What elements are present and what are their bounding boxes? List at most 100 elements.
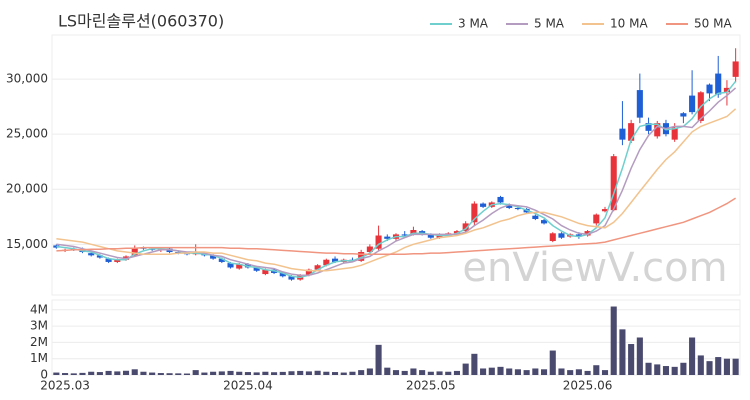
- volume-bar: [697, 355, 704, 375]
- candle-body: [549, 233, 556, 242]
- volume-bar: [192, 370, 199, 375]
- volume-bar: [244, 372, 251, 375]
- volume-bar: [471, 353, 478, 375]
- candle-body: [227, 263, 234, 268]
- y-tick-label: 20,000: [6, 182, 48, 196]
- volume-bar: [79, 372, 86, 375]
- volume-bar: [584, 370, 591, 375]
- volume-bar: [549, 350, 556, 375]
- volume-bar: [323, 371, 330, 375]
- candle-body: [358, 252, 365, 261]
- volume-bar: [279, 371, 286, 375]
- candle-body: [236, 264, 243, 269]
- candle-body: [480, 203, 487, 207]
- legend-label: 50 MA: [694, 17, 732, 31]
- candle-body: [575, 234, 582, 237]
- volume-bar: [210, 371, 217, 375]
- volume-bar: [88, 371, 95, 375]
- x-tick-label: 2025.03: [40, 379, 90, 393]
- candle-body: [105, 258, 112, 262]
- volume-bar: [392, 370, 400, 375]
- volume-bar: [271, 372, 278, 375]
- candle-body: [715, 73, 722, 95]
- candle-body: [96, 255, 103, 258]
- volume-bar: [558, 368, 565, 375]
- ma-line: [56, 87, 737, 276]
- volume-bar: [175, 373, 182, 375]
- candle-body: [680, 113, 687, 117]
- candle-body: [671, 127, 678, 140]
- candle-body: [689, 95, 696, 113]
- volume-bar: [532, 368, 539, 375]
- ma-line: [56, 108, 737, 272]
- volume-tick-label: 4M: [30, 302, 48, 316]
- volume-bar: [149, 372, 156, 375]
- candle-body: [628, 123, 635, 141]
- volume-bar: [340, 372, 347, 375]
- candle-body: [279, 272, 286, 277]
- volume-bar: [314, 370, 321, 375]
- candle-body: [558, 233, 565, 238]
- chart-title: LS마린솔루션(060370): [58, 12, 224, 31]
- volume-bar: [288, 371, 295, 375]
- candle-body: [471, 203, 478, 223]
- volume-bar: [689, 337, 696, 375]
- volume-bar: [506, 368, 513, 375]
- volume-bar: [218, 371, 225, 375]
- volume-bar: [262, 371, 269, 375]
- candle-body: [497, 196, 504, 203]
- volume-bar: [70, 373, 77, 375]
- volume-bar: [601, 370, 609, 375]
- volume-bar: [227, 370, 234, 375]
- volume-bar: [453, 370, 461, 375]
- volume-bar: [575, 369, 582, 375]
- volume-bar: [680, 362, 687, 375]
- candle-body: [706, 84, 713, 94]
- volume-bar: [610, 306, 617, 375]
- candle-body: [131, 247, 138, 256]
- candle-body: [288, 276, 295, 280]
- volume-bar: [427, 371, 434, 375]
- x-tick-label: 2025.06: [563, 379, 613, 393]
- volume-bar: [732, 358, 739, 375]
- candle-body: [462, 223, 469, 232]
- candle-body: [453, 231, 461, 234]
- volume-bar: [488, 367, 495, 375]
- volume-bar: [462, 363, 469, 375]
- volume-bar: [480, 368, 487, 375]
- volume-tick-label: 3M: [30, 319, 48, 333]
- volume-bar: [401, 370, 408, 375]
- volume-tick-label: 1M: [30, 351, 48, 365]
- volume-bar: [62, 373, 69, 375]
- x-tick-label: 2025.04: [223, 379, 273, 393]
- volume-bar: [140, 371, 147, 375]
- candle-body: [584, 231, 591, 236]
- legend-label: 10 MA: [610, 17, 648, 31]
- volume-tick-label: 0: [40, 368, 48, 382]
- candle-body: [410, 230, 417, 235]
- candle-body: [114, 259, 121, 262]
- volume-bar: [53, 372, 60, 375]
- ma-line: [56, 197, 737, 255]
- x-tick-label: 2025.05: [406, 379, 456, 393]
- candle-body: [210, 255, 217, 259]
- volume-bar: [723, 358, 730, 375]
- candle-body: [401, 234, 408, 236]
- legend-label: 3 MA: [458, 17, 489, 31]
- candle-body: [532, 215, 539, 219]
- volume-bar: [662, 366, 670, 375]
- volume-bar: [523, 370, 530, 375]
- volume-bar: [636, 337, 643, 375]
- volume-bar: [619, 329, 626, 375]
- candle-body: [218, 258, 225, 262]
- candle-body: [262, 269, 269, 275]
- volume-bar: [297, 370, 304, 375]
- volume-bar: [628, 344, 635, 375]
- volume-bar: [253, 372, 260, 375]
- volume-bar: [514, 369, 521, 375]
- volume-bar: [366, 368, 373, 375]
- volume-bar: [166, 373, 173, 375]
- candle-body: [384, 236, 391, 239]
- candle-body: [375, 235, 382, 249]
